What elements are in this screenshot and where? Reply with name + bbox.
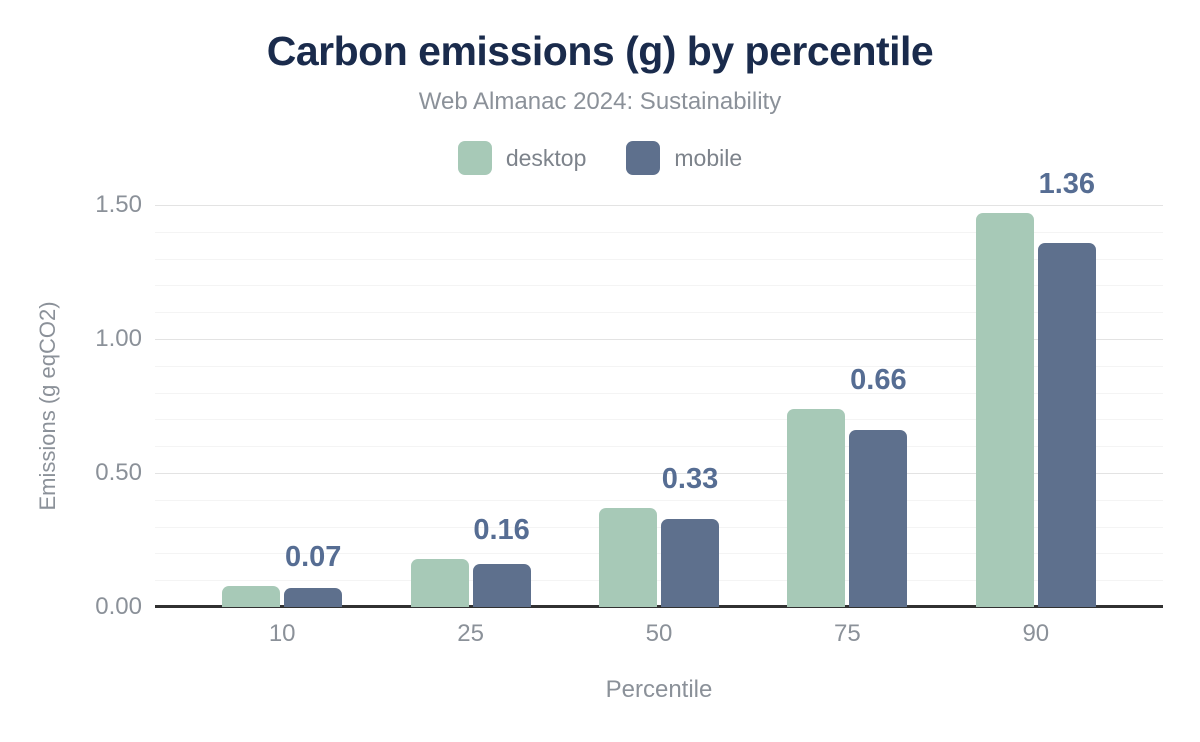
x-axis-title: Percentile: [605, 676, 713, 703]
gridline-minor: [155, 365, 1163, 367]
legend-swatch-desktop: [457, 141, 492, 175]
chart-title: Carbon emissions (g) by percentile: [266, 28, 934, 74]
gridline-minor: [155, 419, 1163, 421]
x-tick-50: 50: [645, 620, 673, 647]
gridline-minor: [155, 312, 1163, 314]
bar-desktop-75: [787, 408, 846, 607]
bar-mobile-10: [284, 588, 343, 607]
x-tick-25: 25: [457, 620, 484, 647]
legend-item-desktop: desktop: [457, 141, 587, 175]
x-tick-10: 10: [268, 620, 296, 647]
bar-mobile-75: [849, 430, 908, 607]
gridline-minor: [155, 231, 1163, 233]
bar-value-label-90: 1.36: [1038, 168, 1096, 201]
y-tick-0.50: 0.50: [95, 459, 142, 486]
legend-label-desktop: desktop: [505, 144, 587, 171]
y-axis-title: Emissions (g eqCO2): [35, 301, 60, 511]
gridline-major: [155, 473, 1163, 474]
bar-desktop-90: [975, 213, 1034, 607]
gridline-minor: [155, 553, 1163, 555]
bar-value-label-10: 0.07: [284, 540, 342, 573]
plot-area: 0.00 0.50 1.00 1.50 0.07 10 0.16 25 0.33 50 0.66 75…: [95, 168, 1163, 647]
bar-mobile-90: [1037, 242, 1096, 607]
legend-label-mobile: mobile: [674, 144, 743, 171]
bar-value-label-25: 0.16: [473, 513, 530, 546]
bar-desktop-25: [410, 558, 469, 607]
bar-desktop-50: [599, 507, 657, 607]
bar-mobile-50: [661, 518, 719, 607]
gridline-minor: [155, 258, 1163, 260]
gridline-minor: [155, 499, 1163, 501]
x-tick-90: 90: [1022, 620, 1050, 647]
bar-value-label-75: 0.66: [850, 363, 907, 396]
chart-subtitle: Web Almanac 2024: Sustainability: [418, 88, 782, 115]
y-tick-0.00: 0.00: [95, 593, 142, 620]
y-tick-1.00: 1.00: [95, 325, 142, 352]
x-tick-75: 75: [834, 620, 861, 647]
legend-item-mobile: mobile: [626, 141, 742, 175]
gridline-minor: [155, 526, 1163, 528]
gridline-minor: [155, 446, 1163, 448]
gridline-minor: [155, 392, 1163, 394]
bar-value-label-50: 0.33: [661, 462, 719, 495]
gridline-major: [155, 339, 1163, 340]
legend-swatch-mobile: [626, 141, 661, 175]
gridline-minor: [155, 580, 1163, 582]
gridline-major: [155, 205, 1163, 206]
bar-mobile-25: [472, 564, 531, 607]
y-tick-1.50: 1.50: [95, 191, 142, 218]
bar-desktop-10: [222, 585, 281, 607]
legend: desktop mobile: [0, 141, 1200, 175]
x-axis-line: [155, 605, 1163, 608]
gridline-minor: [155, 285, 1163, 287]
